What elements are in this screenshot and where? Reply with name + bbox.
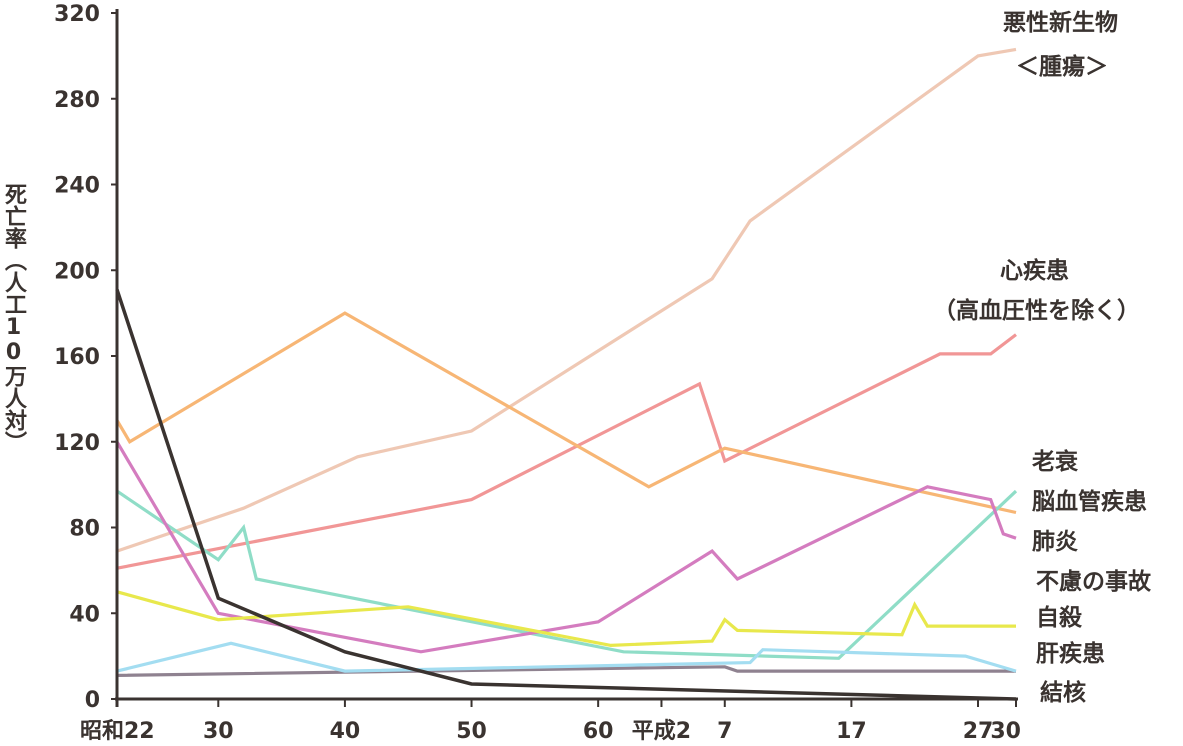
series-label-1: ＜腫瘍＞ [1016,53,1108,80]
series-label-0: 悪性新生物 [1003,9,1118,36]
x-tick-label-6: 7 [717,719,732,744]
series-line-3 [116,489,1018,660]
x-tick-label-5: 平成2 [632,719,691,744]
series-line-1 [116,333,1017,570]
series-label-8: 自殺 [1036,604,1083,631]
y-tick-label-6: 240 [54,174,100,199]
series-label-7: 不慮の事故 [1036,569,1151,595]
y-tick-label-8: 320 [54,2,100,27]
series-line-6 [116,665,1016,677]
series-layer [115,47,1018,701]
y-tick-label-3: 120 [54,431,100,456]
series-line-4 [115,440,1017,654]
series-label-2: 心疾患 [1000,257,1069,284]
series-line-7 [116,641,1017,673]
x-tick-label-2: 40 [330,719,361,744]
y-tick-label-2: 80 [69,517,100,542]
series-line-0 [116,47,1017,553]
labels-layer: 悪性新生物 ＜腫瘍＞ 心疾患 （高血圧性を除く） 老衰脳血管疾患肺炎不慮の事故自殺肝疾患… [933,9,1151,706]
y-tick-label-5: 200 [54,259,100,284]
series-label-3: （高血圧性を除く） [933,297,1140,324]
series-line-2 [115,311,1017,515]
x-tick-label-8: 27 [963,719,994,744]
series-label-6: 肺炎 [1032,529,1078,555]
x-tick-label-7: 17 [836,719,867,744]
x-tick-label-3: 50 [456,719,487,744]
series-line-5 [116,590,1016,648]
series-label-10: 結核 [1040,679,1086,706]
series-label-9: 肝疾患 [1036,640,1105,667]
x-tick-label-1: 30 [203,719,234,744]
y-tick-label-0: 0 [85,688,100,713]
axes-layer: 0 40 80 120 160 200 240 280 320 昭和22 30 40 50 60 平成2 7 1… [54,2,1021,744]
y-tick-label-1: 40 [69,602,100,627]
x-tick-label-9: 30 [990,719,1021,744]
series-line-8 [115,288,1017,701]
series-label-5: 脳血管疾患 [1032,488,1147,515]
x-tick-label-0: 昭和22 [80,719,155,744]
y-tick-label-7: 280 [54,88,100,113]
y-axis-label: 死亡率（人工10万人対） [1,183,26,453]
series-label-4: 老衰 [1031,448,1079,475]
y-tick-label-4: 160 [54,345,100,370]
x-tick-label-4: 60 [583,719,614,744]
